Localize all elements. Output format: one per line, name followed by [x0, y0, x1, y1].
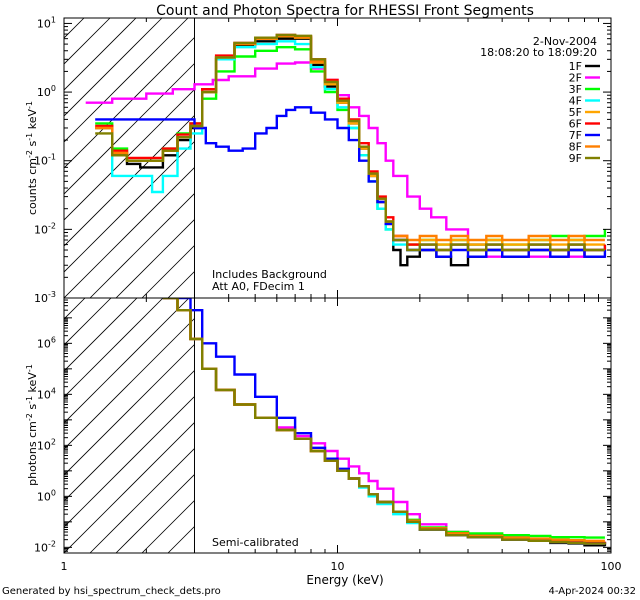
hatch-line — [64, 18, 137, 91]
hatch-line — [64, 18, 163, 117]
annotation-attenuator: Att A0, FDecim 1 — [212, 280, 305, 293]
photons-x-axis: 1 10 100 — [61, 298, 622, 573]
y-tick-label: 106 — [37, 335, 56, 350]
hatch-line — [64, 298, 190, 424]
hatch-line — [0, 298, 7, 553]
hatch-line — [64, 298, 216, 450]
y-tick-label: 104 — [37, 386, 56, 401]
x-tick-label: 10 — [331, 560, 345, 573]
hatch-line — [64, 298, 112, 346]
hatch-line — [64, 18, 189, 143]
y-tick-label: 10-1 — [34, 153, 56, 168]
legend-label-6F: 6F — [569, 118, 582, 131]
hatch-line — [64, 18, 215, 169]
y-tick-label: 100 — [37, 488, 56, 503]
date-label: 2-Nov-2004 — [533, 35, 597, 48]
y-tick-label: 10-3 — [34, 290, 56, 305]
counts-panel: 101 100 10-1 10-2 10-3 counts cm-2 s-1 keV-1… — [25, 15, 640, 305]
photons-ylabel: photons cm-2 s-1 keV-1 — [25, 364, 39, 486]
legend-label-4F: 4F — [569, 95, 582, 108]
annotation-background: Includes Background — [212, 268, 327, 281]
hatch-line — [609, 551, 611, 553]
legend-label-8F: 8F — [569, 141, 582, 154]
legend-label-9F: 9F — [569, 152, 582, 165]
hatch-line — [64, 298, 164, 398]
hatch-line — [609, 296, 611, 298]
counts-x-axis-ticks — [63, 18, 612, 298]
y-tick-label: 10-2 — [34, 539, 56, 554]
footer-generated-by: Generated by hsi_spectrum_check_dets.pro — [2, 586, 221, 597]
y-tick-label: 101 — [37, 15, 56, 30]
series-9F-counts — [95, 33, 605, 252]
x-tick-label: 100 — [601, 560, 622, 573]
counts-y-axis: 101 100 10-1 10-2 10-3 — [34, 15, 611, 305]
counts-series-group — [85, 33, 607, 267]
photons-panel: 106 104 102 100 10-2 1 10 100 photons cm-2 s-1… — [0, 297, 640, 573]
legend-label-2F: 2F — [569, 72, 582, 85]
hatch-line — [64, 298, 138, 372]
hatch-line — [64, 18, 241, 195]
x-tick-label: 1 — [61, 560, 68, 573]
time-range-label: 18:08:20 to 18:09:20 — [480, 46, 597, 59]
photons-hatched-region — [0, 298, 640, 553]
footer-timestamp: 4-Apr-2024 00:32 — [549, 586, 636, 597]
x-axis-label: Energy (keV) — [306, 573, 383, 587]
chart-title: Count and Photon Spectra for RHESSI Fron… — [156, 3, 534, 19]
y-tick-label: 100 — [37, 84, 56, 99]
y-tick-label: 10-2 — [34, 221, 56, 236]
hatch-line — [636, 298, 640, 553]
hatch-line — [636, 18, 640, 298]
plot-background — [194, 18, 611, 298]
legend-label-5F: 5F — [569, 106, 582, 119]
photons-y-axis: 106 104 102 100 10-2 — [34, 297, 611, 554]
photons-series-group — [162, 298, 607, 547]
y-tick-label: 102 — [37, 437, 56, 452]
legend-label-3F: 3F — [569, 83, 582, 96]
series-9F-photons — [162, 298, 607, 545]
counts-ylabel: counts cm-2 s-1 keV-1 — [25, 101, 39, 215]
legend-label-7F: 7F — [569, 129, 582, 142]
legend-label-1F: 1F — [569, 60, 582, 73]
annotation-semi-calibrated: Semi-calibrated — [212, 536, 299, 549]
